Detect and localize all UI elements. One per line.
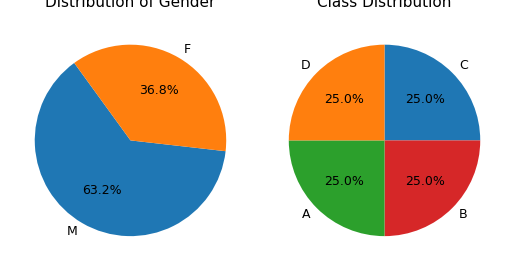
Text: C: C — [459, 60, 468, 72]
Wedge shape — [74, 45, 226, 151]
Text: 25.0%: 25.0% — [324, 93, 364, 106]
Title: Class Distribution: Class Distribution — [317, 0, 452, 10]
Text: 25.0%: 25.0% — [405, 175, 445, 187]
Wedge shape — [289, 140, 385, 236]
Text: 25.0%: 25.0% — [324, 175, 364, 187]
Text: M: M — [67, 225, 77, 238]
Text: 63.2%: 63.2% — [82, 183, 122, 197]
Text: B: B — [459, 208, 468, 221]
Wedge shape — [35, 63, 226, 236]
Text: 36.8%: 36.8% — [140, 84, 179, 97]
Wedge shape — [385, 140, 480, 236]
Wedge shape — [289, 45, 385, 140]
Text: 25.0%: 25.0% — [405, 93, 445, 106]
Text: F: F — [183, 43, 191, 56]
Text: A: A — [302, 208, 310, 221]
Title: Distribution of Gender: Distribution of Gender — [45, 0, 216, 10]
Wedge shape — [385, 45, 480, 140]
Text: D: D — [300, 60, 310, 72]
